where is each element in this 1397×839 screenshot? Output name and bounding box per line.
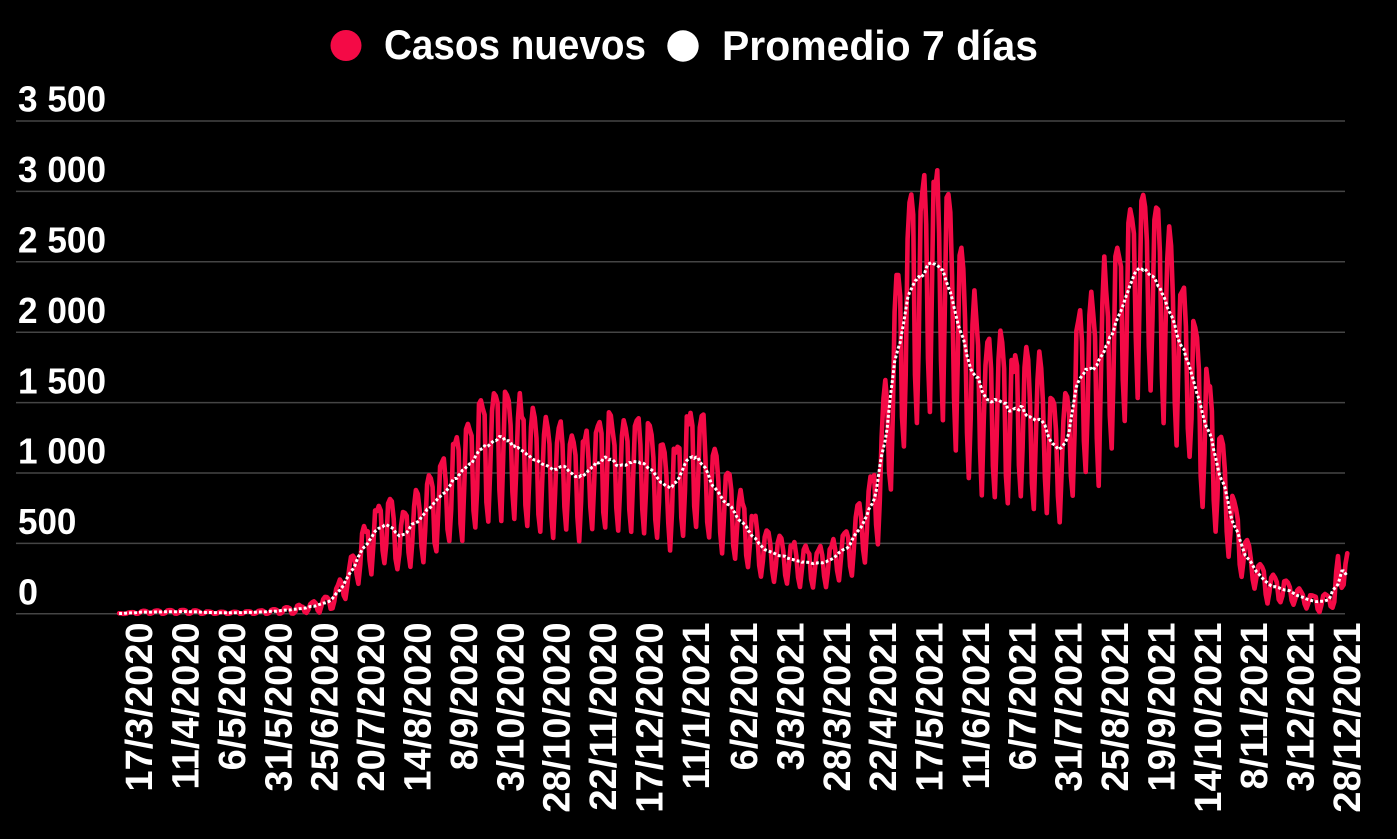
svg-text:1 500: 1 500 (18, 360, 106, 401)
svg-text:11/1/2021: 11/1/2021 (676, 623, 718, 790)
svg-text:3/10/2020: 3/10/2020 (490, 623, 532, 792)
svg-text:3 500: 3 500 (18, 79, 106, 120)
svg-text:1 000: 1 000 (18, 431, 106, 472)
svg-text:Casos nuevos: Casos nuevos (384, 21, 646, 68)
svg-text:22/11/2020: 22/11/2020 (583, 623, 625, 811)
svg-text:3/12/2021: 3/12/2021 (1281, 623, 1323, 792)
svg-text:25/6/2020: 25/6/2020 (305, 623, 347, 792)
svg-text:500: 500 (18, 501, 76, 542)
svg-text:31/7/2021: 31/7/2021 (1049, 623, 1091, 792)
svg-text:6/2/2021: 6/2/2021 (724, 623, 766, 771)
svg-text:8/11/2021: 8/11/2021 (1234, 623, 1276, 790)
svg-text:Promedio 7 días: Promedio 7 días (722, 22, 1038, 69)
svg-text:28/3/2021: 28/3/2021 (817, 623, 859, 792)
svg-text:14/10/2021: 14/10/2021 (1188, 623, 1230, 813)
svg-text:6/7/2021: 6/7/2021 (1002, 623, 1044, 771)
svg-text:31/5/2020: 31/5/2020 (258, 623, 300, 792)
svg-text:28/12/2021: 28/12/2021 (1327, 623, 1369, 813)
svg-text:8/9/2020: 8/9/2020 (444, 623, 486, 771)
svg-text:11/4/2020: 11/4/2020 (166, 623, 208, 790)
svg-text:14/8/2020: 14/8/2020 (398, 623, 440, 792)
svg-text:6/5/2020: 6/5/2020 (212, 623, 254, 771)
svg-text:17/12/2020: 17/12/2020 (629, 623, 671, 813)
svg-text:25/8/2021: 25/8/2021 (1095, 623, 1137, 792)
svg-text:19/9/2021: 19/9/2021 (1142, 623, 1184, 792)
svg-text:17/5/2021: 17/5/2021 (910, 623, 952, 792)
svg-text:17/3/2020: 17/3/2020 (119, 623, 161, 792)
svg-text:20/7/2020: 20/7/2020 (351, 623, 393, 792)
svg-text:11/6/2021: 11/6/2021 (956, 623, 998, 790)
svg-text:28/10/2020: 28/10/2020 (537, 623, 579, 813)
svg-text:2 000: 2 000 (18, 290, 106, 331)
svg-text:3 000: 3 000 (18, 149, 106, 190)
svg-text:0: 0 (18, 572, 38, 613)
svg-text:22/4/2021: 22/4/2021 (863, 623, 905, 792)
svg-text:2 500: 2 500 (18, 220, 106, 261)
svg-text:3/3/2021: 3/3/2021 (770, 623, 812, 771)
